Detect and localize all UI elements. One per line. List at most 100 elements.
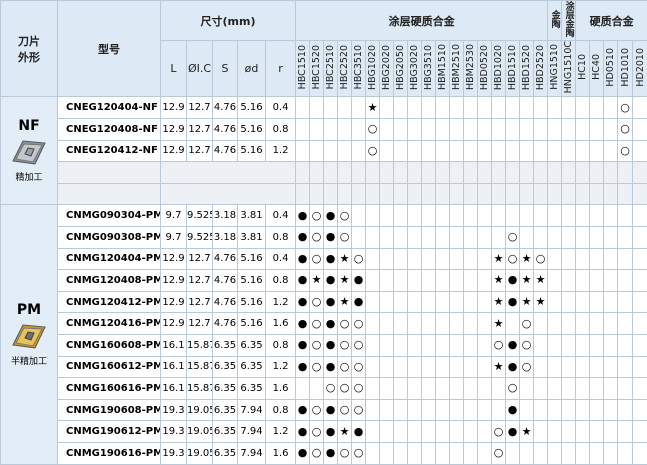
grade-cell [562, 442, 576, 464]
grade-cell [576, 313, 590, 335]
grade-cell [338, 140, 352, 162]
grade-cell [534, 421, 548, 443]
grade-cell: ○ [352, 442, 366, 464]
grade-cell [590, 270, 604, 292]
grade-cell [422, 248, 436, 270]
grade-name: HNG1510 [548, 44, 561, 90]
grade-cell: ○ [310, 291, 324, 313]
size-cell: 19.05 [187, 442, 213, 464]
grade-cell: ○ [352, 313, 366, 335]
grade-name: HBD1020 [492, 45, 505, 90]
grade-name: HBC3510 [352, 45, 365, 89]
grade-cell [450, 378, 464, 400]
grade-cell [506, 205, 520, 227]
model-cell: CNMG160616-PM [58, 378, 161, 400]
grade-cell [394, 334, 408, 356]
grade-cell [324, 140, 338, 162]
grade-cell [296, 97, 310, 119]
grade-cell [366, 399, 380, 421]
grade-name: HBG3020 [408, 45, 421, 90]
grade-cell [394, 226, 408, 248]
size-header: 尺寸(mm) [161, 1, 296, 41]
grade-cell [492, 119, 506, 141]
grade-cell [604, 270, 618, 292]
grade-cell: ★ [492, 356, 506, 378]
blank-cell [520, 183, 534, 205]
size-cell: 0.8 [266, 270, 296, 292]
grade-header: HBM2530 [464, 41, 478, 97]
grade-name: HD1010 [619, 48, 632, 87]
grade-name: HBC1520 [310, 45, 323, 89]
size-cell: 0.4 [266, 97, 296, 119]
grade-cell [394, 248, 408, 270]
grade-header: HBG3020 [408, 41, 422, 97]
grade-cell: ○ [352, 356, 366, 378]
grade-cell [436, 421, 450, 443]
grade-cell [380, 421, 394, 443]
grade-cell [576, 205, 590, 227]
blank-cell [562, 183, 576, 205]
grade-cell [548, 399, 562, 421]
size-cell: 5.16 [238, 119, 266, 141]
grade-cell [394, 421, 408, 443]
shape-cell: NF 精加工 [1, 97, 58, 205]
grade-cell [520, 378, 534, 400]
size-cell: 9.7 [161, 205, 187, 227]
group-header: 涂层金陶 [562, 1, 576, 41]
grade-cell: ★ [492, 291, 506, 313]
model-cell: CNMG090308-PM [58, 226, 161, 248]
grade-cell [478, 334, 492, 356]
grade-cell [450, 421, 464, 443]
grade-cell [436, 313, 450, 335]
grade-cell: ○ [520, 356, 534, 378]
grade-cell: ★ [492, 313, 506, 335]
section-caption: 精加工 [1, 170, 57, 183]
size-cell: 6.35 [213, 334, 238, 356]
size-cell: 0.8 [266, 334, 296, 356]
group-header: 金陶 [548, 1, 562, 41]
grade-header: HBG2050 [394, 41, 408, 97]
grade-name: HNG1510C [562, 41, 575, 93]
grade-cell: ○ [492, 334, 506, 356]
grade-cell: ○ [338, 399, 352, 421]
section-code: NF [1, 118, 57, 134]
grade-cell [380, 356, 394, 378]
grade-cell: ○ [506, 226, 520, 248]
grade-cell [633, 226, 647, 248]
blank-cell [590, 162, 604, 184]
grade-cell [408, 97, 422, 119]
grade-cell [380, 334, 394, 356]
grade-cell: ● [506, 421, 520, 443]
grade-cell [590, 442, 604, 464]
grade-name: HBC2520 [338, 45, 351, 89]
grade-cell [562, 119, 576, 141]
grade-cell [408, 399, 422, 421]
grade-cell [450, 356, 464, 378]
grade-cell [436, 97, 450, 119]
grade-name: HBD0520 [478, 45, 491, 90]
grade-cell [422, 140, 436, 162]
grade-cell [436, 248, 450, 270]
grade-header: HBD1520 [520, 41, 534, 97]
grade-cell [590, 356, 604, 378]
grade-cell: ● [352, 270, 366, 292]
grade-cell [450, 313, 464, 335]
size-cell: 9.525 [187, 205, 213, 227]
size-cell: 3.18 [213, 226, 238, 248]
blank-cell [562, 162, 576, 184]
grade-cell [548, 97, 562, 119]
grade-cell [576, 140, 590, 162]
grade-cell [478, 291, 492, 313]
grade-cell [478, 205, 492, 227]
grade-cell [534, 399, 548, 421]
grade-cell [436, 140, 450, 162]
size-cell: 7.94 [238, 442, 266, 464]
blank-cell [520, 162, 534, 184]
grade-cell [633, 442, 647, 464]
grade-cell [422, 313, 436, 335]
grade-header: HC40 [590, 41, 604, 97]
model-cell: CNMG090304-PM [58, 205, 161, 227]
grade-cell: ★ [310, 270, 324, 292]
